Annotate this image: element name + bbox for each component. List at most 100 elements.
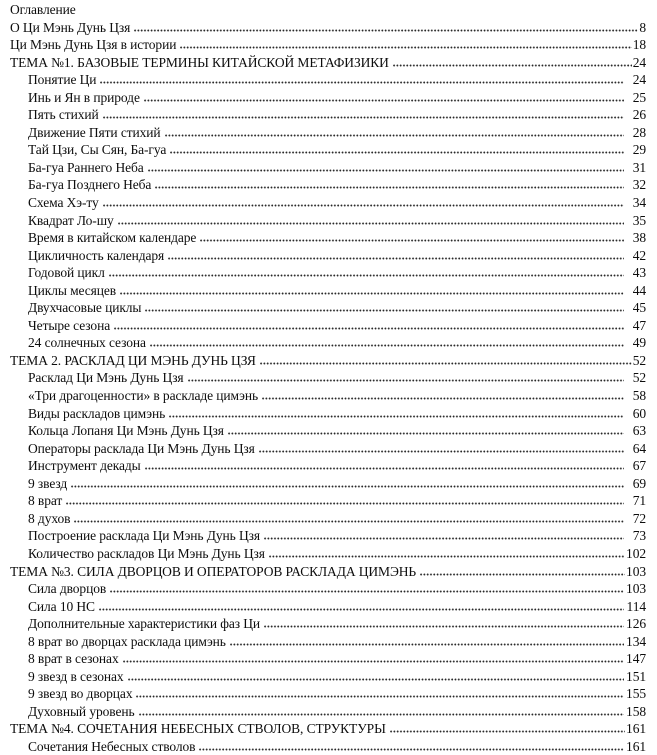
toc-entry-label: Операторы расклада Ци Мэнь Дунь Цзя	[28, 440, 255, 456]
dot-leader	[108, 274, 624, 278]
toc-entry[interactable]: ТЕМА №3. СИЛА ДВОРЦОВ И ОПЕРАТОРОВ РАСКЛ…	[10, 563, 646, 581]
toc-entry[interactable]: Циклы месяцев 44	[10, 282, 646, 300]
toc-entry[interactable]: 8 врат в сезонах 147	[10, 650, 646, 668]
dot-leader	[229, 642, 624, 646]
toc-entry[interactable]: Движение Пяти стихий 28	[10, 124, 646, 142]
toc-entry-page: 24	[632, 54, 646, 70]
toc-entry-page: 24	[632, 72, 646, 88]
toc-entry-label: Ци Мэнь Дунь Цзя в истории	[10, 37, 177, 53]
dot-leader	[120, 291, 624, 295]
dot-leader	[264, 625, 624, 629]
toc-entry-label: Понятие Ци	[28, 72, 97, 88]
toc-entry[interactable]: 9 звезд во дворцах 155	[10, 685, 646, 703]
dot-leader	[144, 467, 624, 471]
toc-entry-page: 103	[626, 563, 646, 579]
toc-entry[interactable]: Духовный уровень 158	[10, 703, 646, 721]
toc-entry-page: 38	[632, 230, 646, 246]
toc-entry-label: Ба-гуа Раннего Неба	[28, 159, 144, 175]
dot-leader	[122, 660, 624, 664]
toc-entry[interactable]: Двухчасовые циклы 45	[10, 299, 646, 317]
toc-entry-label: О Ци Мэнь Дунь Цзя	[10, 19, 131, 35]
toc-entry-label: ТЕМА №3. СИЛА ДВОРЦОВ И ОПЕРАТОРОВ РАСКЛ…	[10, 563, 417, 579]
toc-entry[interactable]: Сила 10 НС 114	[10, 598, 646, 616]
toc-entry[interactable]: ТЕМА №1. БАЗОВЫЕ ТЕРМИНЫ КИТАЙСКОЙ МЕТАФ…	[10, 54, 646, 72]
toc-entry[interactable]: 9 звезд в сезонах 151	[10, 668, 646, 686]
toc-entry-page: 155	[626, 686, 646, 702]
toc-entry[interactable]: ТЕМА №4. СОЧЕТАНИЯ НЕБЕСНЫХ СТВОЛОВ, СТР…	[10, 720, 646, 738]
toc-entry-page: 147	[626, 651, 646, 667]
toc-entry-label: Тай Цзи, Сы Сян, Ба-гуа	[28, 142, 167, 158]
dot-leader	[134, 28, 639, 32]
toc-entry-label: Расклад Ци Мэнь Дунь Цзя	[28, 370, 184, 386]
toc-entry[interactable]: Цикличность календаря 42	[10, 247, 646, 265]
toc-entry[interactable]: 9 звезд 69	[10, 475, 646, 493]
toc-entry[interactable]: Время в китайском календаре 38	[10, 229, 646, 247]
toc-entry[interactable]: Операторы расклада Ци Мэнь Дунь Цзя 64	[10, 440, 646, 458]
toc-entry[interactable]: Расклад Ци Мэнь Дунь Цзя 52	[10, 369, 646, 387]
toc-entry-label: 8 врат в сезонах	[28, 651, 119, 667]
toc-entry[interactable]: Четыре сезона 47	[10, 317, 646, 335]
toc-entry[interactable]: Сочетания Небесных стволов 161	[10, 738, 646, 755]
toc-entry-label: Сила дворцов	[28, 581, 107, 597]
toc-entry[interactable]: Схема Хэ-ту 34	[10, 194, 646, 212]
toc-entry[interactable]: Ба-гуа Позднего Неба 32	[10, 176, 646, 194]
dot-leader	[268, 554, 624, 558]
toc-entry[interactable]: ТЕМА 2. РАСКЛАД ЦИ МЭНЬ ДУНЬ ЦЗЯ 52	[10, 352, 646, 370]
toc-entry-label: Цикличность календаря	[28, 247, 165, 263]
toc-entry[interactable]: Годовой цикл 43	[10, 264, 646, 282]
toc-entry-page: 29	[632, 142, 646, 158]
dot-leader	[262, 397, 624, 401]
toc-entry[interactable]: Кольца Лопаня Ци Мэнь Дунь Цзя 63	[10, 422, 646, 440]
dot-leader	[138, 712, 624, 716]
toc-entry-label: Инструмент декады	[28, 458, 141, 474]
dot-leader	[114, 326, 624, 330]
toc-entry-page: 52	[632, 352, 646, 368]
toc-entry-label: Схема Хэ-ту	[28, 195, 99, 211]
toc-entry[interactable]: «Три драгоценности» в раскладе цимэнь 58	[10, 387, 646, 405]
toc-list: О Ци Мэнь Дунь Цзя 8 Ци Мэнь Дунь Цзя в …	[10, 19, 646, 755]
toc-entry-label: Ба-гуа Позднего Неба	[28, 177, 152, 193]
toc-entry-page: 71	[632, 493, 646, 509]
dot-leader	[420, 572, 626, 576]
toc-entry-label: Сила 10 НС	[28, 598, 95, 614]
toc-entry[interactable]: Виды раскладов цимэнь 60	[10, 405, 646, 423]
toc-entry-label: 9 звезд во дворцах	[28, 686, 133, 702]
toc-entry[interactable]: Инструмент декады 67	[10, 457, 646, 475]
toc-entry[interactable]: Квадрат Ло-шу 35	[10, 212, 646, 230]
toc-entry-page: 64	[632, 440, 646, 456]
toc-entry[interactable]: Инь и Ян в природе 25	[10, 89, 646, 107]
toc-entry-page: 44	[632, 282, 646, 298]
toc-entry[interactable]: Ба-гуа Раннего Неба 31	[10, 159, 646, 177]
toc-entry-label: ТЕМА №4. СОЧЕТАНИЯ НЕБЕСНЫХ СТВОЛОВ, СТР…	[10, 721, 386, 737]
dot-leader	[147, 168, 624, 172]
toc-entry-page: 126	[626, 616, 646, 632]
toc-entry-page: 72	[632, 510, 646, 526]
toc-entry-label: 24 солнечных сезона	[28, 335, 146, 351]
toc-entry-page: 161	[626, 738, 646, 754]
toc-entry[interactable]: Понятие Ци 24	[10, 71, 646, 89]
toc-entry[interactable]: Пять стихий 26	[10, 106, 646, 124]
toc-entry[interactable]: Построение расклада Ци Мэнь Дунь Цзя 73	[10, 527, 646, 545]
toc-entry-page: 134	[626, 633, 646, 649]
toc-entry[interactable]: Тай Цзи, Сы Сян, Ба-гуа 29	[10, 141, 646, 159]
toc-entry-label: Циклы месяцев	[28, 282, 117, 298]
toc-entry[interactable]: Количество раскладов Ци Мэнь Дунь Цзя 10…	[10, 545, 646, 563]
toc-entry-page: 161	[626, 721, 646, 737]
toc-entry-page: 32	[632, 177, 646, 193]
toc-entry[interactable]: 8 духов 72	[10, 510, 646, 528]
dot-leader	[258, 449, 624, 453]
toc-entry[interactable]: Дополнительные характеристики фаз Ци 126	[10, 615, 646, 633]
toc-entry-label: «Три драгоценности» в раскладе цимэнь	[28, 388, 259, 404]
dot-leader	[102, 204, 624, 208]
toc-entry-label: 8 духов	[28, 510, 71, 526]
toc-entry[interactable]: Ци Мэнь Дунь Цзя в истории 18	[10, 36, 646, 54]
toc-entry[interactable]: 8 врат во дворцах расклада цимэнь 134	[10, 633, 646, 651]
toc-entry-label: 9 звезд	[28, 475, 68, 491]
toc-entry[interactable]: О Ци Мэнь Дунь Цзя 8	[10, 19, 646, 37]
toc-entry[interactable]: Сила дворцов 103	[10, 580, 646, 598]
toc-entry[interactable]: 8 врат 71	[10, 492, 646, 510]
toc-entry[interactable]: 24 солнечных сезона 49	[10, 334, 646, 352]
toc-entry-page: 18	[632, 37, 646, 53]
dot-leader	[117, 221, 624, 225]
